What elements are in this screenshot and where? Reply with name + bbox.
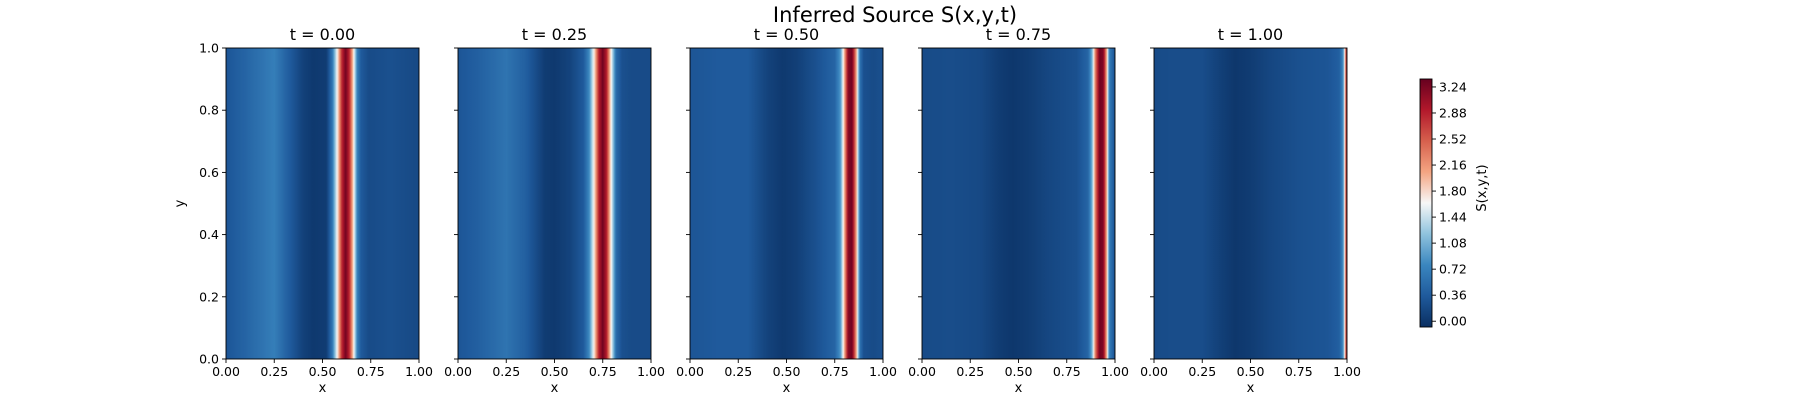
- x-tick-label: 1.00: [1333, 364, 1361, 379]
- colorbar-tick-label: 1.08: [1439, 236, 1467, 251]
- y-tick-label: 0.4: [199, 227, 219, 242]
- panel-title: t = 0.00: [290, 25, 355, 44]
- x-axis-label: x: [1247, 381, 1255, 396]
- x-tick-label: 0.00: [1140, 364, 1168, 379]
- y-tick-label: 1.0: [199, 41, 219, 56]
- x-tick-label: 0.75: [1285, 364, 1313, 379]
- heatmap-field: [1154, 48, 1347, 359]
- colorbar: 0.00 0.36 0.72 1.08 1.44 1.80 2.16 2.52 2.88 3.24: [1419, 78, 1467, 329]
- y-axis-label: y: [173, 199, 188, 207]
- heatmap-field: [690, 48, 883, 359]
- x-tick-label: 0.25: [1188, 364, 1216, 379]
- x-tick-label: 1.00: [1101, 364, 1129, 379]
- colorbar-tick-label: 1.44: [1439, 210, 1467, 225]
- x-tick-label: 0.75: [821, 364, 849, 379]
- x-tick-label: 0.00: [444, 364, 472, 379]
- figure-title: Inferred Source S(x,y,t): [773, 3, 1017, 27]
- x-tick-label: 0.25: [492, 364, 520, 379]
- x-tick-label: 0.50: [541, 364, 569, 379]
- colorbar-tick-label: 2.88: [1439, 105, 1467, 120]
- x-tick-label: 0.25: [724, 364, 752, 379]
- heatmap-field: [458, 48, 651, 359]
- colorbar-tick-label: 0.00: [1439, 314, 1467, 329]
- x-tick-label: 0.75: [589, 364, 617, 379]
- x-tick-label: 0.50: [309, 364, 337, 379]
- x-tick-label: 0.00: [676, 364, 704, 379]
- heatmap-panel: t = 1.00 0.00 0.25 0.50 0.75 1.00 x: [1140, 25, 1361, 396]
- x-axis-label: x: [551, 381, 559, 396]
- heatmap-panel: t = 0.50 0.00 0.25 0.50 0.75 1.00 x: [676, 25, 897, 396]
- x-tick-label: 0.50: [1237, 364, 1265, 379]
- x-axis-label: x: [1015, 381, 1023, 396]
- heatmap-panels: t = 0.00 0.00 0.25 0.50 0.75 1.00 x 0.0 0.2 0.4 0.…: [173, 25, 1361, 396]
- heatmap-field: [922, 48, 1115, 359]
- colorbar-tick-label: 2.52: [1439, 132, 1467, 147]
- x-tick-label: 1.00: [869, 364, 897, 379]
- colorbar-tick-label: 2.16: [1439, 158, 1467, 173]
- x-axis-label: x: [319, 381, 327, 396]
- x-tick-label: 0.00: [212, 364, 240, 379]
- x-axis-label: x: [783, 381, 791, 396]
- x-tick-label: 0.75: [357, 364, 385, 379]
- x-tick-label: 0.50: [773, 364, 801, 379]
- panel-title: t = 0.50: [754, 25, 819, 44]
- colorbar-tick-label: 0.36: [1439, 288, 1467, 303]
- colorbar-tick-label: 3.24: [1439, 79, 1467, 94]
- heatmap-field: [226, 48, 419, 359]
- panel-title: t = 0.25: [522, 25, 587, 44]
- x-tick-label: 0.00: [908, 364, 936, 379]
- colorbar-frame: [1419, 78, 1433, 328]
- x-tick-label: 1.00: [405, 364, 433, 379]
- x-tick-label: 0.25: [956, 364, 984, 379]
- heatmap-panel: t = 0.75 0.00 0.25 0.50 0.75 1.00 x: [908, 25, 1129, 396]
- heatmap-panel: t = 0.25 0.00 0.25 0.50 0.75 1.00 x: [444, 25, 665, 396]
- colorbar-scale: [1420, 79, 1432, 327]
- x-tick-label: 0.50: [1005, 364, 1033, 379]
- y-tick-label: 0.0: [199, 352, 219, 367]
- y-tick-label: 0.2: [199, 289, 219, 304]
- y-tick-label: 0.6: [199, 165, 219, 180]
- panel-title: t = 1.00: [1218, 25, 1283, 44]
- y-tick-label: 0.8: [199, 103, 219, 118]
- colorbar-tick-label: 1.80: [1439, 184, 1467, 199]
- x-tick-label: 1.00: [637, 364, 665, 379]
- x-tick-label: 0.75: [1053, 364, 1081, 379]
- panel-title: t = 0.75: [986, 25, 1051, 44]
- colorbar-tick-label: 0.72: [1439, 262, 1467, 277]
- x-tick-label: 0.25: [260, 364, 288, 379]
- heatmap-panel: t = 0.00 0.00 0.25 0.50 0.75 1.00 x 0.0 0.2 0.4 0.…: [173, 25, 433, 396]
- colorbar-label: S(x,y,t): [1475, 164, 1490, 211]
